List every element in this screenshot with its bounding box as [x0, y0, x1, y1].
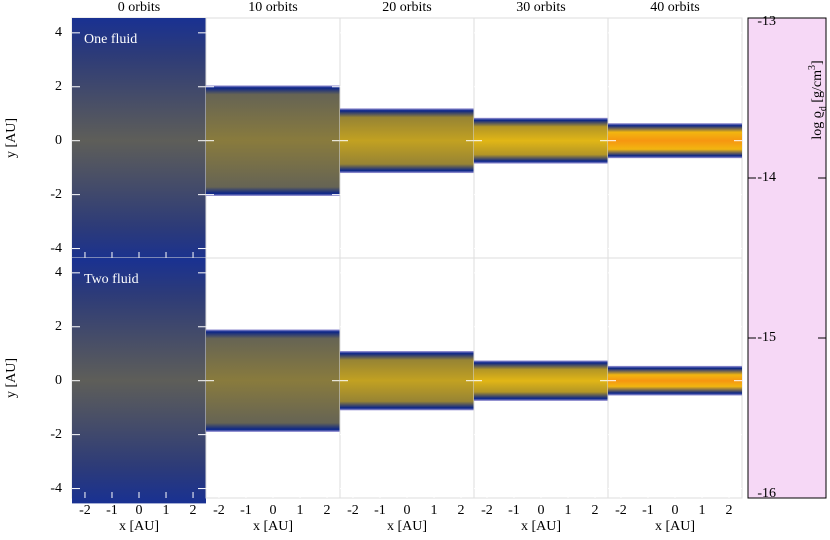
colorbar-label-part: [g/cm	[810, 70, 825, 106]
x-tick-label: -1	[508, 503, 520, 518]
row-label: Two fluid	[84, 272, 139, 287]
colorbar-tick-label: -16	[757, 486, 776, 501]
x-tick-label: 1	[163, 503, 170, 518]
density-band	[340, 108, 474, 174]
colorbar-label-part: ]	[810, 60, 825, 65]
y-tick-label: 2	[55, 319, 62, 334]
column-title: 40 orbits	[650, 0, 699, 15]
density-band	[608, 365, 742, 396]
density-band	[474, 117, 608, 164]
density-band	[206, 329, 340, 432]
colorbar-tick-label: -13	[757, 14, 776, 29]
y-tick-label: -4	[50, 241, 62, 256]
x-tick-label: 1	[699, 503, 706, 518]
x-tick-label: -2	[213, 503, 225, 518]
colorbar-label: log ϱd [g/cm3]	[807, 60, 829, 139]
colorbar	[747, 17, 827, 499]
x-tick-label: -1	[240, 503, 252, 518]
colorbar-tick-label: -14	[757, 170, 776, 185]
colorbar-tick-label: -15	[757, 330, 776, 345]
x-axis-label: x [AU]	[119, 519, 159, 534]
x-tick-label: 1	[297, 503, 304, 518]
x-tick-label: -2	[481, 503, 493, 518]
x-tick-label: 2	[726, 503, 733, 518]
x-tick-label: 0	[538, 503, 545, 518]
x-tick-label: -2	[615, 503, 627, 518]
y-tick-label: 4	[55, 25, 62, 40]
x-tick-label: -1	[106, 503, 118, 518]
density-band	[340, 351, 474, 411]
colorbar-label-part: 3	[807, 65, 818, 70]
colorbar-label-part: log ϱ	[810, 111, 825, 140]
column-title: 10 orbits	[248, 0, 297, 15]
density-band	[206, 85, 340, 196]
x-tick-label: 0	[270, 503, 277, 518]
colorbar-label-part: d	[818, 106, 829, 111]
y-tick-label: -2	[50, 427, 62, 442]
x-tick-label: 0	[404, 503, 411, 518]
density-band	[608, 123, 742, 159]
y-tick-label: 4	[55, 265, 62, 280]
x-tick-label: 0	[672, 503, 679, 518]
x-tick-label: -2	[347, 503, 359, 518]
density-band	[72, 258, 206, 504]
x-tick-label: 2	[190, 503, 197, 518]
y-tick-label: 2	[55, 79, 62, 94]
x-axis-label: x [AU]	[655, 519, 695, 534]
column-title: 20 orbits	[382, 0, 431, 15]
y-axis-label: y [AU]	[4, 358, 19, 398]
x-tick-label: -1	[374, 503, 386, 518]
x-tick-label: -2	[79, 503, 91, 518]
y-tick-label: -4	[50, 481, 62, 496]
x-tick-label: 2	[324, 503, 331, 518]
y-tick-label: -2	[50, 187, 62, 202]
column-title: 30 orbits	[516, 0, 565, 15]
y-axis-label: y [AU]	[4, 118, 19, 158]
x-axis-label: x [AU]	[521, 519, 561, 534]
density-band	[72, 18, 206, 264]
x-tick-label: 1	[431, 503, 438, 518]
x-tick-label: 2	[458, 503, 465, 518]
y-tick-label: 0	[55, 133, 62, 148]
row-label: One fluid	[84, 32, 137, 47]
x-axis-label: x [AU]	[253, 519, 293, 534]
x-axis-label: x [AU]	[387, 519, 427, 534]
y-tick-label: 0	[55, 373, 62, 388]
x-tick-label: 0	[136, 503, 143, 518]
x-tick-label: -1	[642, 503, 654, 518]
column-title: 0 orbits	[118, 0, 160, 15]
x-tick-label: 2	[592, 503, 599, 518]
density-band	[474, 360, 608, 401]
x-tick-label: 1	[565, 503, 572, 518]
